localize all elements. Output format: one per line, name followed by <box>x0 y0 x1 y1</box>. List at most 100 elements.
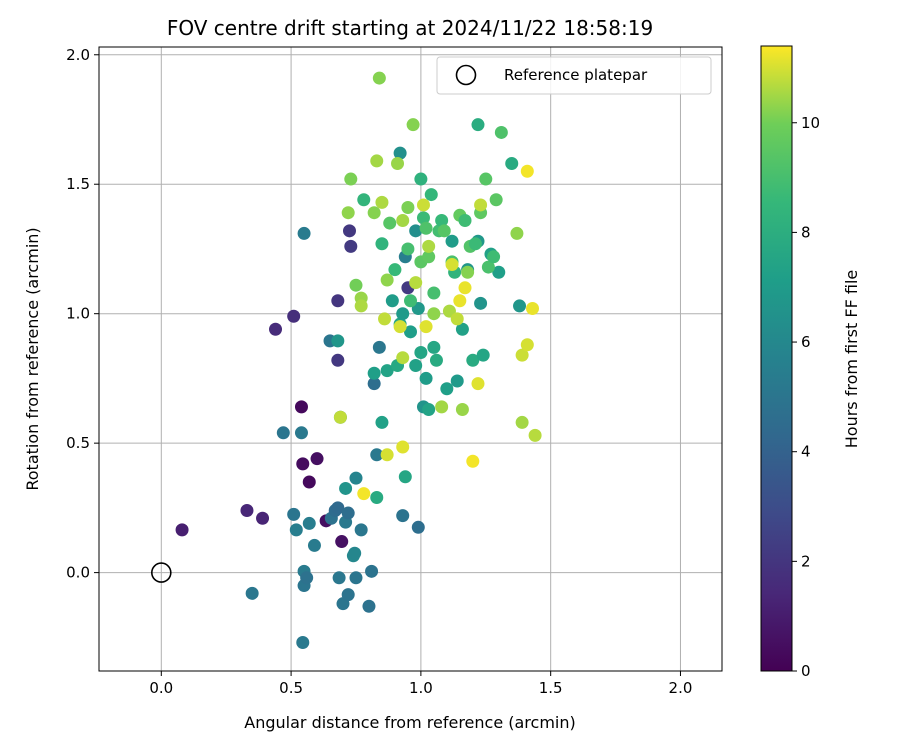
scatter-point <box>378 312 392 326</box>
scatter-point <box>296 636 310 650</box>
scatter-point <box>348 546 362 560</box>
scatter-point <box>440 382 454 396</box>
scatter-point <box>429 353 443 367</box>
scatter-point <box>302 516 316 530</box>
scatter-point <box>331 501 345 515</box>
scatter-point <box>445 257 459 271</box>
y-tick-label: 1.5 <box>66 175 90 193</box>
scatter-point <box>468 237 482 251</box>
scatter-point <box>269 322 283 336</box>
scatter-point <box>310 452 324 466</box>
scatter-point <box>474 296 488 310</box>
scatter-point <box>411 520 425 534</box>
scatter-point <box>406 118 420 132</box>
x-tick-label: 0.5 <box>279 679 303 697</box>
scatter-point <box>479 172 493 186</box>
scatter-point <box>414 346 428 360</box>
scatter-point <box>365 564 379 578</box>
scatter-point <box>489 193 503 207</box>
scatter-point <box>276 426 290 440</box>
scatter-point <box>471 377 485 391</box>
scatter-point <box>256 511 270 525</box>
scatter-point <box>419 221 433 235</box>
scatter-point <box>476 348 490 362</box>
scatter-point <box>419 320 433 334</box>
axis-ticks: 0.0 0.5 1.0 1.5 2.0 0.0 0.5 1.0 1.5 2.0 <box>66 46 692 697</box>
scatter-point <box>331 334 345 348</box>
colorbar-tick-label: 6 <box>801 333 811 351</box>
scatter-point <box>520 164 534 178</box>
scatter-point <box>414 172 428 186</box>
scatter-point <box>471 118 485 132</box>
colorbar-label: Hours from first FF file <box>842 270 861 449</box>
scatter-point <box>445 234 459 248</box>
scatter-point <box>513 299 527 313</box>
scatter-point <box>367 377 381 391</box>
x-tick-label: 2.0 <box>669 679 693 697</box>
scatter-point <box>409 224 423 238</box>
colorbar-tick-label: 2 <box>801 552 811 570</box>
plot-area: 0.0 0.5 1.0 1.5 2.0 0.0 0.5 1.0 1.5 2.0 <box>66 46 723 697</box>
scatter-point <box>404 325 417 339</box>
scatter-point <box>422 239 436 253</box>
scatter-point <box>332 571 346 585</box>
scatter-point <box>466 454 480 468</box>
scatter-point <box>370 154 384 168</box>
scatter-point <box>461 265 475 279</box>
scatter-point <box>388 263 402 277</box>
scatter-point <box>357 487 371 501</box>
scatter-point <box>422 402 436 416</box>
reference-platepar-marker <box>151 562 172 583</box>
colorbar: 0 2 4 6 8 10 Hours from first FF file <box>760 45 861 680</box>
scatter-point <box>520 338 534 352</box>
scatter-point <box>380 273 394 287</box>
colorbar-tick-label: 0 <box>801 662 811 680</box>
scatter-point <box>401 201 415 215</box>
scatter-point <box>396 213 410 227</box>
scatter-point <box>367 206 381 220</box>
scatter-point <box>380 364 394 378</box>
scatter-point <box>396 440 410 454</box>
scatter-point <box>331 353 345 367</box>
scatter-point <box>344 239 358 253</box>
colorbar-gradient <box>760 45 793 672</box>
scatter-point <box>427 307 441 321</box>
scatter-point <box>342 224 356 238</box>
scatter-point <box>333 410 347 424</box>
scatter-point <box>505 157 519 171</box>
scatter-point <box>510 226 524 240</box>
scatter-point <box>349 471 363 485</box>
y-tick-label: 0.5 <box>66 434 90 452</box>
scatter-point <box>296 457 310 471</box>
scatter-point <box>515 415 529 429</box>
scatter-point <box>393 146 407 160</box>
scatter-point <box>494 125 508 139</box>
scatter-point <box>409 358 423 372</box>
scatter-point <box>528 428 542 442</box>
scatter-point <box>344 172 358 186</box>
colorbar-tick-label: 8 <box>801 223 811 241</box>
legend: Reference platepar <box>436 56 712 95</box>
legend-label: Reference platepar <box>504 66 648 84</box>
scatter-points <box>151 71 542 650</box>
scatter-point <box>383 216 397 230</box>
scatter-point <box>455 322 469 336</box>
scatter-point <box>297 226 311 240</box>
scatter-point <box>372 340 386 354</box>
scatter-point <box>481 260 495 274</box>
scatter-point <box>287 309 301 323</box>
scatter-point <box>404 294 417 308</box>
scatter-point <box>331 294 345 308</box>
scatter-point <box>349 278 363 292</box>
scatter-point <box>370 491 384 505</box>
colorbar-tick-label: 4 <box>801 443 811 461</box>
scatter-point <box>492 265 506 279</box>
scatter-point <box>349 571 363 585</box>
scatter-point <box>422 250 436 264</box>
scatter-point <box>450 374 464 388</box>
scatter-point <box>487 250 501 264</box>
plot-frame <box>98 46 723 672</box>
scatter-point <box>458 281 472 295</box>
scatter-point <box>289 523 303 537</box>
scatter-point <box>287 507 301 521</box>
